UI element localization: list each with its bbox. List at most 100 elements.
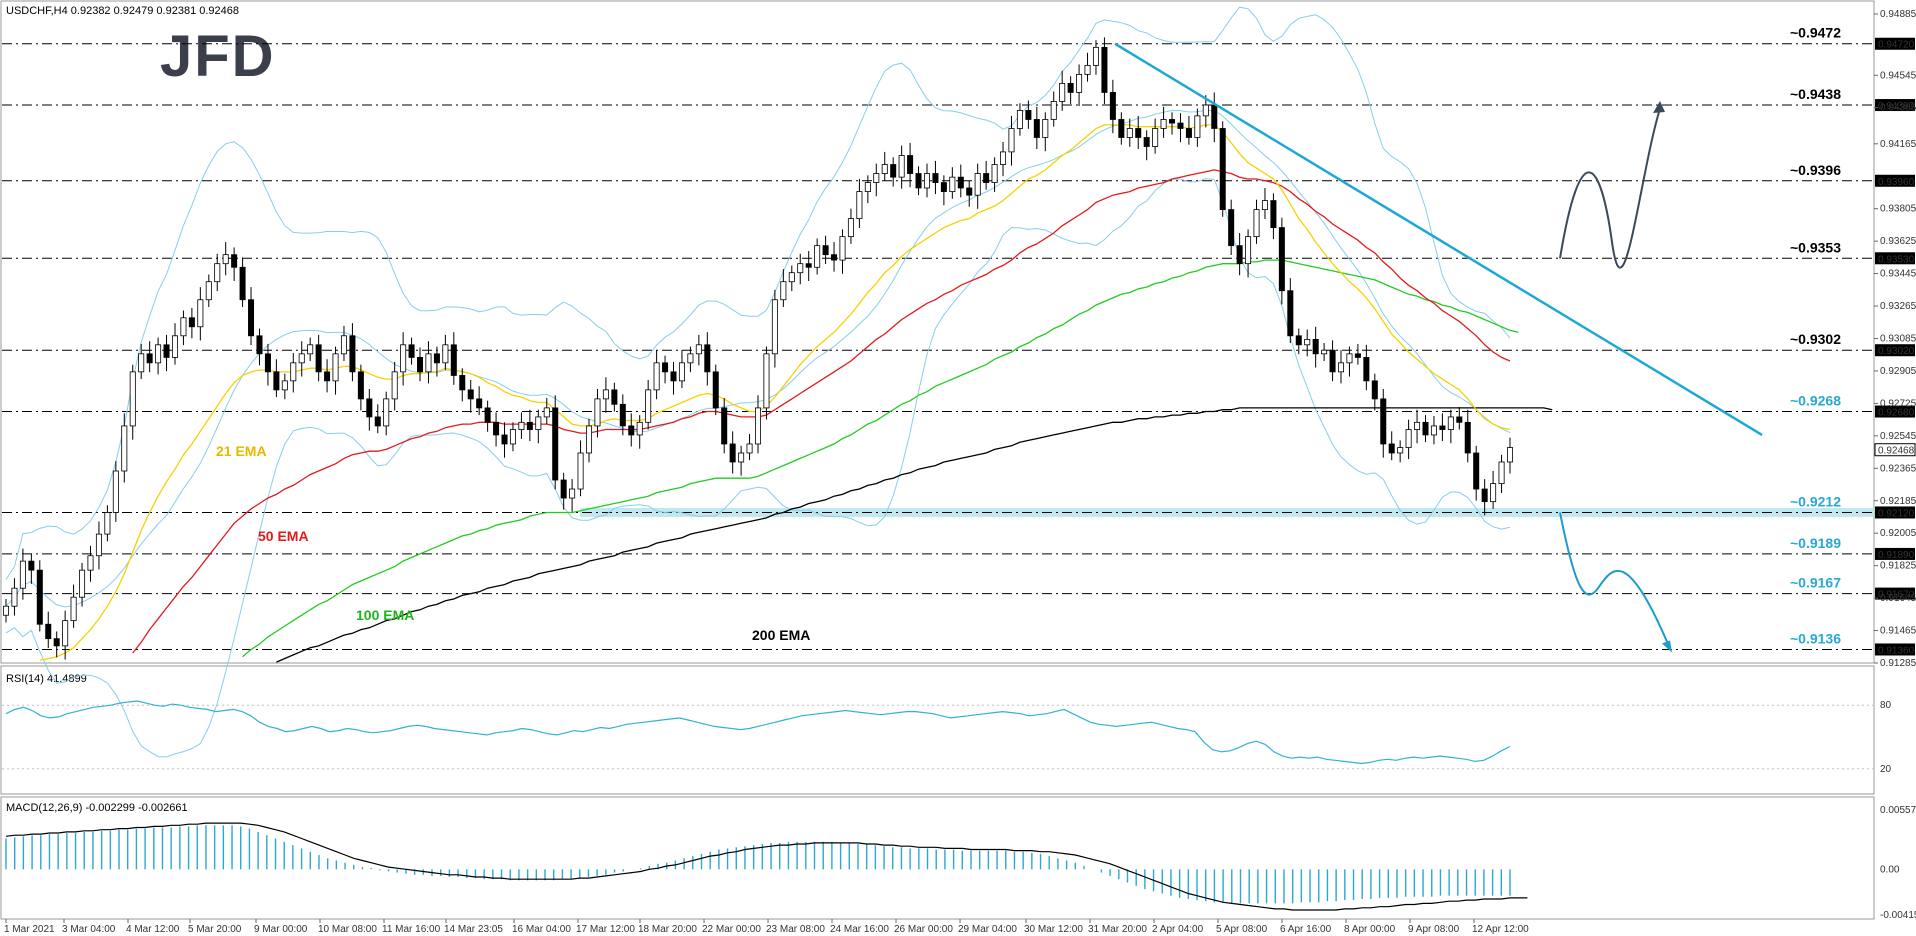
bull-candle xyxy=(864,182,871,192)
bear-candle xyxy=(1101,46,1108,93)
bear-candle xyxy=(1363,357,1370,382)
time-tick-label: 9 Mar 00:00 xyxy=(254,924,308,935)
time-tick-label: 16 Mar 04:00 xyxy=(512,924,571,935)
bear-candle xyxy=(1177,122,1184,129)
bear-candle xyxy=(526,421,533,430)
bull-candle xyxy=(1245,236,1252,265)
rsi-line xyxy=(5,700,1511,765)
time-tick-label: 30 Mar 12:00 xyxy=(1024,924,1083,935)
bull-candle xyxy=(180,317,187,337)
bull-candle xyxy=(771,299,778,355)
bull-candle xyxy=(121,425,128,472)
bear-candle xyxy=(729,443,736,463)
time-tick-label: 9 Apr 08:00 xyxy=(1408,924,1460,935)
level-label: ~0.9268 xyxy=(1790,393,1841,409)
level-axis-box xyxy=(1875,99,1915,112)
bull-candle xyxy=(1498,461,1505,485)
bear-candle xyxy=(1169,119,1176,124)
bull-candle xyxy=(298,353,305,364)
bull-candle xyxy=(1092,46,1099,66)
trendline-layer xyxy=(1114,42,1763,437)
bull-candle xyxy=(87,555,94,571)
bear-candle xyxy=(704,344,711,373)
bear-candle xyxy=(1354,353,1361,358)
bull-candle xyxy=(1405,429,1412,448)
bear-candle xyxy=(983,173,990,183)
bear-candle xyxy=(467,389,474,400)
bear-candle xyxy=(1329,349,1336,373)
level-axis-box xyxy=(1875,344,1915,357)
ema100-line xyxy=(242,259,1519,658)
bull-candle xyxy=(1008,128,1015,153)
bear-candle xyxy=(408,344,415,358)
price-tick-label: 0.93805 xyxy=(1880,204,1916,215)
bull-candle xyxy=(856,191,863,220)
time-tick-label: 29 Mar 04:00 xyxy=(958,924,1017,935)
level-label: ~0.9136 xyxy=(1790,630,1841,646)
bear-candle xyxy=(932,173,939,183)
time-tick-label: 14 Mar 23:05 xyxy=(444,924,503,935)
level-axis-label: 0.91670 xyxy=(1878,590,1915,601)
rsi-tick-label: 80 xyxy=(1880,700,1892,711)
bear-candle xyxy=(231,254,238,268)
bull-candle xyxy=(1126,128,1133,138)
bull-candle xyxy=(898,155,905,178)
macd-tick-label: -0.004158 xyxy=(1880,910,1916,921)
bull-candle xyxy=(847,218,854,238)
bear-candle xyxy=(1211,104,1218,129)
bull-candle xyxy=(11,587,18,607)
bear-candle xyxy=(721,407,728,445)
bull-candle xyxy=(340,335,347,355)
bull-candle xyxy=(602,389,609,400)
bear-candle xyxy=(712,371,719,409)
bear-candle xyxy=(1481,488,1488,503)
bull-candle xyxy=(1346,353,1353,364)
bear-candle xyxy=(957,176,964,189)
ema-label: 50 EMA xyxy=(258,528,309,544)
bull-candle xyxy=(678,362,685,382)
bull-candle xyxy=(79,569,86,598)
level-axis-label: 0.94720 xyxy=(1878,40,1915,51)
bull-candle xyxy=(1050,101,1057,120)
bear-candle xyxy=(1143,137,1150,147)
level-axis-label: 0.92680 xyxy=(1878,408,1915,419)
bear-candle xyxy=(831,254,838,261)
ema21-line xyxy=(39,124,1511,661)
bear-candle xyxy=(890,164,897,178)
current-price-box xyxy=(1874,443,1916,457)
price-tick-label: 0.93085 xyxy=(1880,334,1916,345)
price-tick-label: 0.92185 xyxy=(1880,496,1916,507)
main-pane-border xyxy=(0,0,1875,664)
price-tick-label: 0.94885 xyxy=(1880,9,1916,20)
bearish-scenario-arrowhead xyxy=(1662,640,1672,653)
level-label: ~0.9472 xyxy=(1790,25,1841,41)
bear-candle xyxy=(966,187,973,196)
level-label: ~0.9189 xyxy=(1790,535,1841,551)
bear-candle xyxy=(1295,335,1302,346)
bull-candle xyxy=(653,362,660,391)
bull-candle xyxy=(332,353,339,382)
jfd-logo: JFD xyxy=(160,24,276,89)
bull-candle xyxy=(205,281,212,301)
level-axis-box xyxy=(1875,252,1915,265)
bull-candle xyxy=(307,344,314,355)
bull-candle xyxy=(814,245,821,268)
level-axis-label: 0.94380 xyxy=(1878,101,1915,112)
bull-candle xyxy=(594,398,601,427)
symbol-header: USDCHF,H4 0.92382 0.92479 0.92381 0.9246… xyxy=(6,5,239,17)
time-tick-label: 3 Mar 04:00 xyxy=(62,924,116,935)
rsi-tick-label: 20 xyxy=(1880,764,1892,775)
bear-candle xyxy=(1109,92,1116,120)
price-tick-label: 0.91825 xyxy=(1880,561,1916,572)
bear-candle xyxy=(239,266,246,301)
bear-candle xyxy=(188,317,195,328)
bull-candle xyxy=(687,353,694,364)
bear-candle xyxy=(907,155,914,174)
bull-candle xyxy=(70,596,77,622)
bull-candle xyxy=(754,407,762,445)
bull-candle xyxy=(1397,447,1404,454)
bear-candle xyxy=(662,362,669,373)
bull-candle xyxy=(645,389,652,423)
